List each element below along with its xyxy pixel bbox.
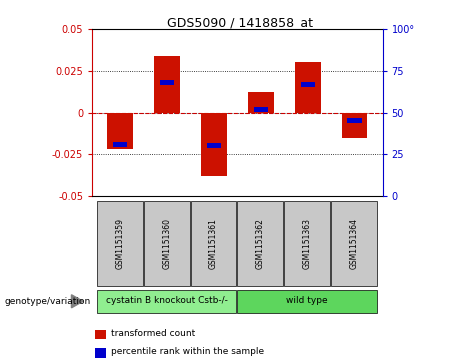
Bar bbox=[201, 113, 227, 176]
Text: GDS5090 / 1418858_at: GDS5090 / 1418858_at bbox=[167, 16, 313, 29]
Bar bbox=[144, 200, 189, 286]
Bar bbox=[348, 118, 361, 123]
Bar bbox=[113, 142, 127, 147]
Bar bbox=[160, 80, 174, 85]
Bar bbox=[154, 56, 180, 113]
Bar bbox=[237, 200, 284, 286]
Text: wild type: wild type bbox=[286, 296, 328, 305]
Text: GSM1151364: GSM1151364 bbox=[349, 218, 359, 269]
Bar bbox=[97, 200, 143, 286]
Bar bbox=[284, 200, 330, 286]
Text: percentile rank within the sample: percentile rank within the sample bbox=[111, 347, 264, 356]
Bar bbox=[107, 113, 133, 149]
Bar bbox=[237, 290, 377, 313]
Text: cystatin B knockout Cstb-/-: cystatin B knockout Cstb-/- bbox=[106, 296, 228, 305]
Bar bbox=[207, 143, 221, 148]
Text: transformed count: transformed count bbox=[111, 329, 195, 338]
Bar bbox=[190, 200, 236, 286]
Text: GSM1151362: GSM1151362 bbox=[256, 218, 265, 269]
Text: GSM1151363: GSM1151363 bbox=[303, 218, 312, 269]
Text: GSM1151361: GSM1151361 bbox=[209, 218, 218, 269]
Text: GSM1151360: GSM1151360 bbox=[162, 218, 171, 269]
Polygon shape bbox=[71, 295, 83, 308]
Bar bbox=[248, 93, 274, 113]
Bar bbox=[301, 82, 315, 87]
Bar bbox=[342, 113, 367, 138]
Text: genotype/variation: genotype/variation bbox=[5, 297, 91, 306]
Bar bbox=[295, 62, 320, 113]
Bar bbox=[331, 200, 377, 286]
Bar bbox=[95, 330, 106, 339]
Text: GSM1151359: GSM1151359 bbox=[115, 218, 124, 269]
Bar bbox=[95, 348, 106, 358]
Bar bbox=[254, 107, 268, 112]
Bar bbox=[97, 290, 236, 313]
